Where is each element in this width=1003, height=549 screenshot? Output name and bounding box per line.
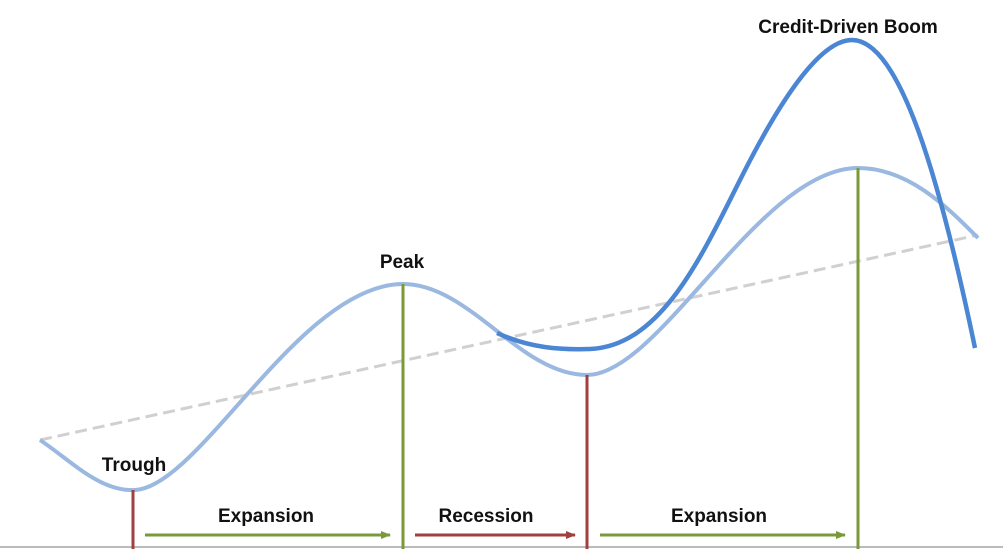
trough-label: Trough	[102, 455, 166, 476]
peak-label: Peak	[380, 252, 425, 273]
phase-label: Expansion	[671, 506, 767, 527]
boom-curve	[496, 37, 978, 352]
boom-label: Credit-Driven Boom	[758, 17, 937, 38]
trend-line	[39, 233, 979, 442]
phase-label: Expansion	[218, 506, 314, 527]
cycle-curve	[38, 165, 980, 493]
phase-label: Recession	[438, 506, 533, 527]
